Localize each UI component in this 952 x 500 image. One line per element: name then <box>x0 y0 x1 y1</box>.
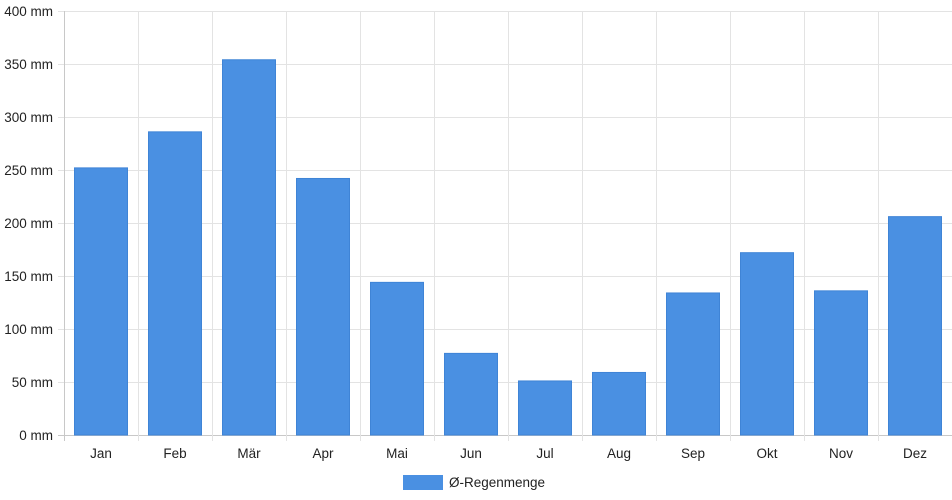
y-axis-ticks: 0 mm 50 mm 100 mm 150 mm 200 mm 250 mm 300 mm 3… <box>4 4 53 443</box>
bar-jan[interactable] <box>74 167 128 436</box>
x-tick-label: Jan <box>90 446 112 461</box>
y-tick-label: 0 mm <box>19 428 53 443</box>
bar-okt[interactable] <box>740 252 794 436</box>
x-tick-label: Sep <box>681 446 705 461</box>
x-tick-label: Feb <box>163 446 186 461</box>
x-tick-label: Mär <box>237 446 261 461</box>
bar-jun[interactable] <box>444 352 498 436</box>
y-tick-label: 200 mm <box>4 216 53 231</box>
y-tick-label: 150 mm <box>4 269 53 284</box>
y-tick-label: 250 mm <box>4 163 53 178</box>
bar-aug[interactable] <box>592 371 646 436</box>
bar-apr[interactable] <box>296 177 350 436</box>
y-tick-label: 50 mm <box>12 375 53 390</box>
x-tick-label: Okt <box>756 446 777 461</box>
x-tick-label: Aug <box>607 446 631 461</box>
x-tick-label: Apr <box>312 446 334 461</box>
bars <box>74 59 942 436</box>
bar-nov[interactable] <box>814 290 868 436</box>
x-tick-label: Dez <box>903 446 927 461</box>
y-tick-label: 350 mm <box>4 57 53 72</box>
x-tick-label: Mai <box>386 446 408 461</box>
x-tick-label: Nov <box>829 446 853 461</box>
legend-label: Ø-Regenmenge <box>449 475 545 490</box>
bar-sep[interactable] <box>666 292 720 436</box>
bar-jul[interactable] <box>518 380 572 436</box>
y-tick-label: 100 mm <box>4 322 53 337</box>
bar-mär[interactable] <box>222 59 276 436</box>
y-tick-label: 400 mm <box>4 4 53 19</box>
bar-feb[interactable] <box>148 131 202 436</box>
bar-dez[interactable] <box>888 216 942 436</box>
bar-mai[interactable] <box>370 281 424 436</box>
grid-lines <box>58 11 952 441</box>
legend-swatch <box>403 475 443 490</box>
x-tick-label: Jul <box>536 446 553 461</box>
x-axis-ticks: Jan Feb Mär Apr Mai Jun Jul Aug Sep Okt Nov Dez <box>90 446 927 461</box>
x-tick-label: Jun <box>460 446 482 461</box>
legend[interactable]: Ø-Regenmenge <box>403 475 545 490</box>
y-tick-label: 300 mm <box>4 110 53 125</box>
